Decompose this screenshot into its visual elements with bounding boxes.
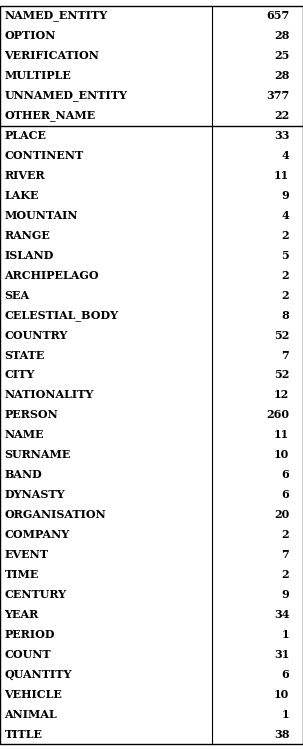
Text: ORGANISATION: ORGANISATION: [5, 509, 106, 520]
Text: 52: 52: [274, 329, 289, 340]
Text: 1: 1: [282, 709, 289, 719]
Text: 28: 28: [274, 31, 289, 41]
Text: STATE: STATE: [5, 350, 45, 361]
Text: COUNT: COUNT: [5, 649, 51, 660]
Text: 22: 22: [274, 110, 289, 122]
Text: LAKE: LAKE: [5, 190, 39, 201]
Text: 11: 11: [274, 170, 289, 181]
Text: NAME: NAME: [5, 429, 44, 440]
Text: DYNASTY: DYNASTY: [5, 489, 65, 500]
Text: 1: 1: [282, 628, 289, 640]
Text: ARCHIPELAGO: ARCHIPELAGO: [5, 270, 99, 280]
Text: 7: 7: [281, 350, 289, 361]
Text: PLACE: PLACE: [5, 130, 47, 141]
Text: OTHER_NAME: OTHER_NAME: [5, 110, 96, 122]
Text: CITY: CITY: [5, 370, 35, 380]
Text: 2: 2: [282, 230, 289, 241]
Text: 25: 25: [274, 50, 289, 62]
Text: 377: 377: [266, 90, 289, 101]
Text: 5: 5: [281, 250, 289, 261]
Text: YEAR: YEAR: [5, 609, 39, 619]
Text: CONTINENT: CONTINENT: [5, 150, 84, 161]
Text: 2: 2: [282, 569, 289, 580]
Text: 7: 7: [281, 549, 289, 560]
Text: 20: 20: [274, 509, 289, 520]
Text: 8: 8: [281, 310, 289, 321]
Text: 52: 52: [274, 370, 289, 380]
Text: VEHICLE: VEHICLE: [5, 688, 62, 700]
Text: 4: 4: [281, 150, 289, 161]
Text: 6: 6: [281, 489, 289, 500]
Text: 34: 34: [274, 609, 289, 619]
Text: BAND: BAND: [5, 470, 42, 480]
Text: ANIMAL: ANIMAL: [5, 709, 57, 719]
Text: PERSON: PERSON: [5, 410, 58, 421]
Text: PERIOD: PERIOD: [5, 628, 55, 640]
Text: 2: 2: [282, 270, 289, 280]
Text: 657: 657: [266, 10, 289, 22]
Text: UNNAMED_ENTITY: UNNAMED_ENTITY: [5, 90, 128, 101]
Text: 28: 28: [274, 70, 289, 81]
Text: COUNTRY: COUNTRY: [5, 329, 68, 340]
Text: 10: 10: [274, 688, 289, 700]
Text: 11: 11: [274, 429, 289, 440]
Text: ISLAND: ISLAND: [5, 250, 54, 261]
Text: 12: 12: [274, 389, 289, 400]
Text: SEA: SEA: [5, 290, 30, 301]
Text: 38: 38: [274, 728, 289, 740]
Text: CENTURY: CENTURY: [5, 589, 67, 600]
Text: 9: 9: [281, 190, 289, 201]
Text: NAMED_ENTITY: NAMED_ENTITY: [5, 10, 108, 22]
Text: MOUNTAIN: MOUNTAIN: [5, 210, 78, 221]
Text: 33: 33: [274, 130, 289, 141]
Text: 9: 9: [281, 589, 289, 600]
Text: 6: 6: [281, 669, 289, 680]
Text: 31: 31: [274, 649, 289, 660]
Text: 4: 4: [281, 210, 289, 221]
Text: MULTIPLE: MULTIPLE: [5, 70, 72, 81]
Text: 2: 2: [282, 290, 289, 301]
Text: NATIONALITY: NATIONALITY: [5, 389, 94, 400]
Text: 10: 10: [274, 449, 289, 460]
Text: CELESTIAL_BODY: CELESTIAL_BODY: [5, 310, 119, 321]
Text: RIVER: RIVER: [5, 170, 45, 181]
Text: EVENT: EVENT: [5, 549, 48, 560]
Text: RANGE: RANGE: [5, 230, 50, 241]
Text: TITLE: TITLE: [5, 728, 42, 740]
Text: VERIFICATION: VERIFICATION: [5, 50, 99, 62]
Text: 6: 6: [281, 470, 289, 480]
Text: SURNAME: SURNAME: [5, 449, 71, 460]
Text: 2: 2: [282, 529, 289, 540]
Text: COMPANY: COMPANY: [5, 529, 70, 540]
Text: TIME: TIME: [5, 569, 39, 580]
Text: OPTION: OPTION: [5, 31, 56, 41]
Text: 260: 260: [266, 410, 289, 421]
Text: QUANTITY: QUANTITY: [5, 669, 72, 680]
